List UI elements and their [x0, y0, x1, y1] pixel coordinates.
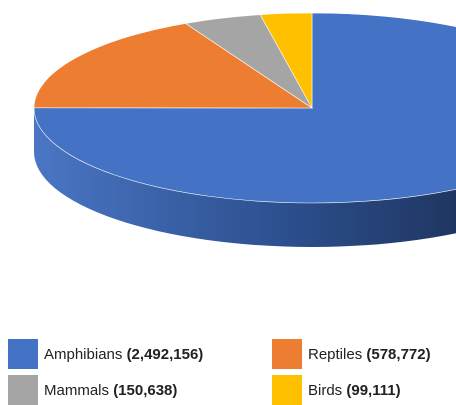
legend-swatch-birds [272, 375, 302, 405]
pie-slice-birds [259, 12, 313, 110]
pie-slice-reptiles [33, 23, 313, 109]
legend-swatch-amphibians [8, 339, 38, 369]
legend-label-birds: Birds [308, 381, 343, 399]
legend-value-birds: (99,111) [346, 381, 401, 399]
pie-chart-svg [33, 12, 456, 247]
legend-value-amphibians: (2,492,156) [126, 345, 204, 363]
legend-item-mammals: Mammals (150,638) [8, 375, 177, 405]
legend-value-reptiles: (578,772) [366, 345, 431, 363]
legend-label-mammals: Mammals [44, 381, 110, 399]
legend-item-reptiles: Reptiles (578,772) [272, 339, 431, 369]
legend-label-reptiles: Reptiles [308, 345, 363, 363]
legend-item-birds: Birds (99,111) [272, 375, 401, 405]
legend-label-amphibians: Amphibians [44, 345, 123, 363]
pie-chart [33, 12, 456, 247]
legend-item-amphibians: Amphibians (2,492,156) [8, 339, 203, 369]
legend-swatch-reptiles [272, 339, 302, 369]
legend-swatch-mammals [8, 375, 38, 405]
legend-value-mammals: (150,638) [113, 381, 178, 399]
pie-side-wall [34, 108, 456, 247]
